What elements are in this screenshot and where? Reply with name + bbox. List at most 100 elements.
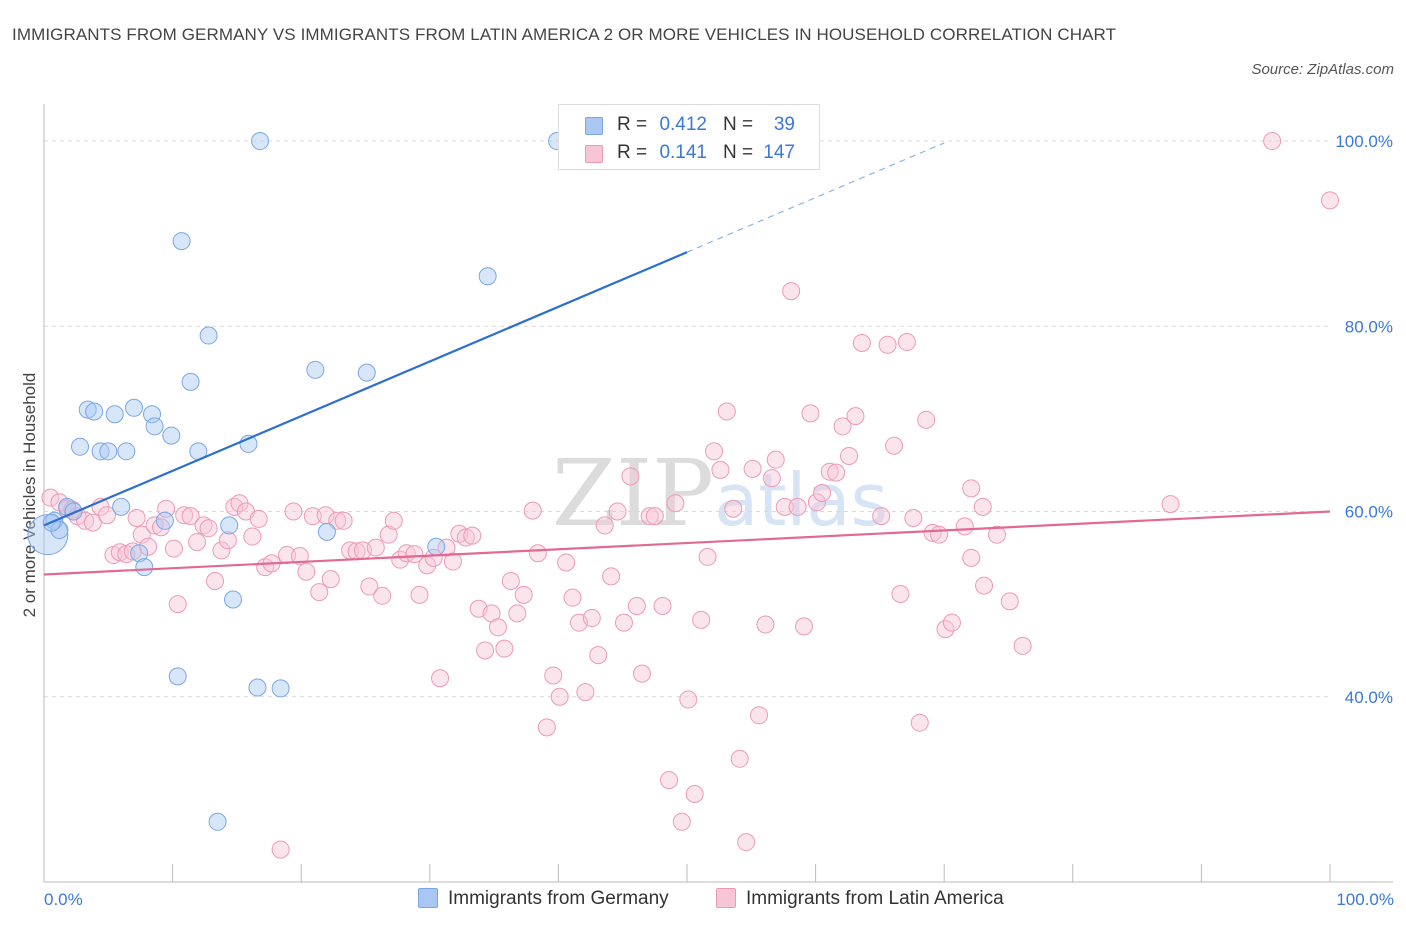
latin-america-point [537, 718, 556, 737]
latin-america-point [139, 537, 158, 556]
germany-point [220, 516, 239, 535]
germany-point [112, 497, 131, 516]
latin-america-point [373, 586, 392, 605]
latin-america-point [685, 785, 704, 804]
latin-america-point [923, 523, 942, 542]
latin-america-point [98, 506, 117, 525]
latin-america-point [766, 450, 785, 469]
germany-trend-line [43, 251, 688, 527]
latin-america-point [705, 442, 724, 461]
germany-point [117, 442, 136, 461]
germany-point [199, 326, 218, 345]
germany-point [306, 360, 325, 379]
latin-america-point [614, 613, 633, 632]
latin-america-point [730, 749, 749, 768]
latin-america-point [127, 509, 146, 528]
germany-legend-swatch [418, 888, 438, 908]
latin-america-point [645, 507, 664, 526]
latin-america-point [523, 501, 542, 520]
latin-america-point [659, 771, 678, 790]
germany-point [145, 417, 164, 436]
germany-point [50, 521, 69, 540]
latin-america-legend-swatch [716, 888, 736, 908]
latin-america-point [488, 618, 507, 637]
latin-america-point [917, 410, 936, 429]
latin-america-point [576, 683, 595, 702]
latin-america-point [284, 502, 303, 521]
latin-america-point [930, 525, 949, 544]
latin-america-point [456, 528, 475, 547]
n-label: N = [723, 114, 754, 135]
germany-point [271, 679, 290, 698]
x-axis-min-label: 0.0% [44, 890, 83, 909]
latin-america-point [391, 550, 410, 569]
latin-america-point [788, 497, 807, 516]
latin-america-point [653, 596, 672, 615]
latin-america-point [795, 617, 814, 636]
germany-point [317, 522, 336, 541]
watermark: ZIPatlas [552, 440, 888, 547]
germany-legend-label: Immigrants from Germany [448, 888, 669, 909]
latin-america-point [666, 494, 685, 513]
germany-point [71, 437, 90, 456]
latin-america-point [589, 646, 608, 665]
latin-america-point [737, 833, 756, 852]
legend-item-germany: Immigrants from Germany [418, 888, 669, 910]
latin-america-point [206, 571, 225, 590]
latin-america-point [405, 545, 424, 564]
latin-america-point [807, 493, 826, 512]
germany-swatch [585, 117, 603, 135]
germany-point [91, 442, 110, 461]
latin-america-point [557, 553, 576, 572]
latin-america-point [199, 519, 218, 538]
germany-point [85, 402, 104, 421]
germany-point [181, 372, 200, 391]
latin-america-point [1321, 191, 1339, 210]
latin-america-point [936, 620, 955, 639]
latin-america-point [188, 533, 207, 552]
latin-america-point [632, 664, 651, 683]
latin-america-point [249, 509, 268, 528]
chart-source: Source: ZipAtlas.com [1251, 61, 1394, 78]
latin-america-point [431, 669, 450, 688]
watermark-zip: ZIP [552, 440, 714, 547]
germany-point [130, 544, 149, 563]
latin-america-point [897, 333, 916, 352]
latin-america-point [194, 516, 213, 535]
latin-america-point [962, 479, 981, 498]
legend-item-latin-america: Immigrants from Latin America [716, 888, 1004, 910]
r-label: R = [617, 142, 648, 163]
germany-point [224, 590, 243, 609]
latin-america-point [1000, 592, 1019, 611]
y-tick-label: 40.0% [1345, 688, 1393, 707]
latin-america-point [891, 584, 910, 603]
latin-america-point [846, 407, 865, 426]
latin-america-point [164, 539, 183, 558]
latin-america-point [813, 484, 832, 502]
latin-america-point [321, 570, 340, 589]
latin-america-point [334, 511, 353, 530]
latin-america-point [168, 595, 187, 614]
stats-row-latin-america: R = 0.141 N = 147 [559, 138, 819, 168]
latin-america-point [1013, 636, 1032, 655]
latin-america-point [1263, 132, 1282, 151]
chart-title: IMMIGRANTS FROM GERMANY VS IMMIGRANTS FR… [12, 25, 1117, 44]
latin-america-point [608, 502, 627, 521]
latin-america-point [672, 812, 691, 831]
germany-point [143, 405, 162, 424]
latin-america-point [801, 404, 820, 423]
germany-point [427, 537, 446, 556]
latin-america-point [627, 596, 646, 615]
latin-america-point [310, 583, 329, 602]
latin-america-point [820, 462, 839, 481]
latin-america-point [514, 585, 533, 604]
germany-n-value: 39 [773, 114, 795, 135]
latin-america-point [910, 713, 929, 732]
latin-america-point [679, 690, 698, 709]
latin-america-point [602, 567, 621, 586]
latin-america-point [508, 604, 527, 623]
latin-america-point [379, 525, 398, 544]
latin-america-point [424, 548, 443, 567]
germany-point [162, 426, 181, 445]
